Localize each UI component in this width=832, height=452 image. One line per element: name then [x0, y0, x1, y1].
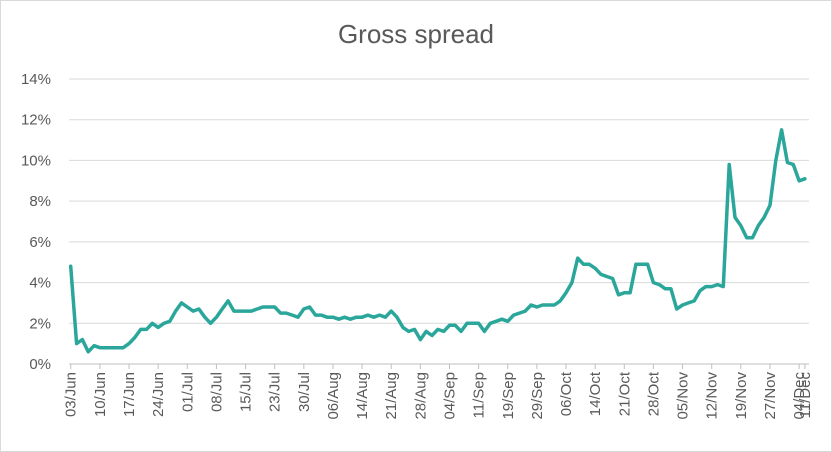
x-tick-label: 14/Oct	[587, 371, 604, 416]
x-tick-label: 28/Aug	[412, 372, 429, 420]
y-tick-label: 8%	[29, 193, 51, 210]
x-tick-label: 21/Aug	[383, 372, 400, 420]
x-tick-label: 11/Dec	[797, 372, 814, 419]
x-tick-label: 24/Jun	[150, 372, 167, 417]
x-tick-label: 11/Sep	[471, 372, 488, 418]
x-tick-label: 15/Jul	[238, 372, 255, 412]
x-tick-label: 30/Jul	[296, 372, 313, 412]
x-tick-label: 19/Sep	[500, 372, 517, 420]
x-tick-label: 01/Jul	[179, 372, 196, 412]
y-tick-label: 2%	[29, 315, 51, 332]
x-tick-label: 10/Jun	[92, 372, 109, 417]
x-tick-label: 04/Dec	[791, 372, 808, 420]
x-tick-label: 17/Jun	[121, 372, 138, 417]
x-tick-label: 14/Aug	[354, 372, 371, 420]
x-tick-label: 19/Nov	[733, 372, 750, 420]
x-tick-label: 12/Nov	[704, 372, 721, 420]
chart-title: Gross spread	[337, 19, 495, 49]
y-tick-label: 14%	[21, 71, 51, 88]
y-tick-label: 0%	[29, 356, 51, 373]
y-tick-label: 6%	[29, 234, 51, 251]
y-tick-label: 4%	[29, 275, 51, 292]
x-tick-label: 06/Aug	[325, 372, 342, 420]
x-tick-label: 21/Oct	[616, 371, 633, 416]
x-tick-label: 03/Jun	[63, 372, 80, 417]
x-tick-label: 29/Sep	[529, 372, 546, 420]
series-line	[68, 128, 807, 354]
x-tick-label: 08/Jul	[208, 372, 225, 412]
y-tick-label: 10%	[21, 152, 51, 169]
x-tick-label: 06/Oct	[558, 371, 575, 416]
x-tick-label: 23/Jul	[267, 372, 284, 412]
y-tick-label: 12%	[21, 112, 51, 129]
x-tick-label: 27/Nov	[762, 372, 779, 420]
x-tick-label: 05/Nov	[675, 372, 692, 420]
x-tick-label: 28/Oct	[645, 371, 662, 416]
x-tick-label: 04/Sep	[441, 372, 458, 420]
